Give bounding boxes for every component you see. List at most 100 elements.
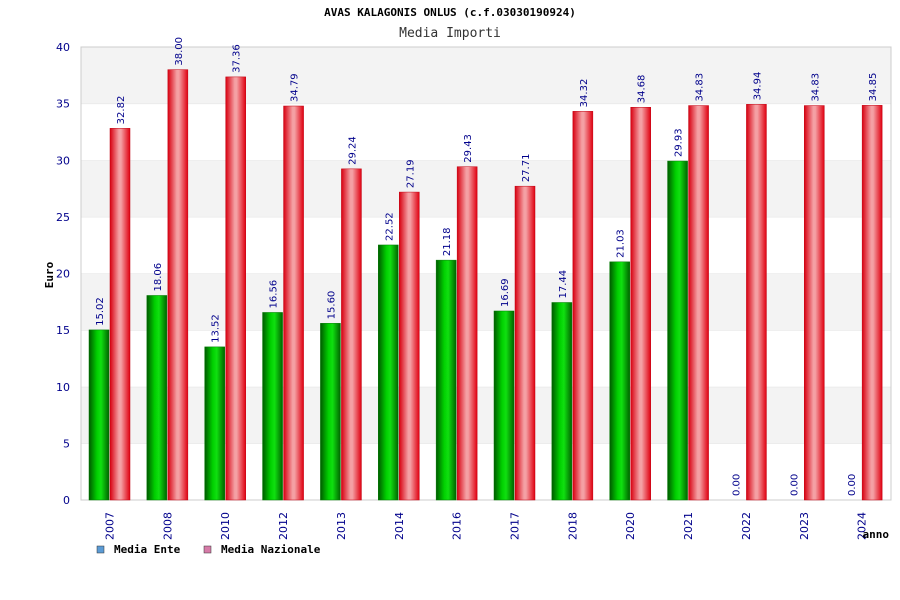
bar-media-ente xyxy=(667,160,688,501)
y-axis-ticks: 0 5 10 15 20 25 30 35 40 xyxy=(56,41,70,507)
x-tick-label: 2020 xyxy=(624,512,637,540)
data-label: 37.36 xyxy=(232,44,243,73)
x-tick-label: 2016 xyxy=(451,512,464,540)
bar-media-nazionale xyxy=(688,105,709,501)
bar-media-nazionale xyxy=(167,69,189,501)
y-tick-label: 20 xyxy=(56,268,70,281)
x-tick-label: 2018 xyxy=(566,512,579,540)
bar-media-ente xyxy=(204,346,225,501)
bar-media-nazionale xyxy=(225,76,246,501)
x-tick-label: 2014 xyxy=(393,512,406,540)
bar-media-nazionale xyxy=(572,111,594,501)
y-tick-label: 40 xyxy=(56,41,70,54)
grid-band xyxy=(81,443,891,500)
data-label: 34.68 xyxy=(637,75,648,104)
x-tick-label: 2022 xyxy=(740,512,753,540)
x-tick-label: 2012 xyxy=(277,512,290,540)
legend-swatch-media-ente xyxy=(96,545,105,554)
bar-media-ente xyxy=(146,295,168,501)
data-label: 17.44 xyxy=(558,270,569,299)
data-label: 0.00 xyxy=(789,474,800,496)
data-label: 34.32 xyxy=(579,79,590,108)
data-label: 32.82 xyxy=(116,96,127,125)
y-axis-label: Euro xyxy=(43,261,56,288)
x-tick-label: 2010 xyxy=(219,512,232,540)
data-label: 16.56 xyxy=(269,280,280,309)
bar-media-nazionale xyxy=(109,128,131,501)
y-tick-label: 15 xyxy=(56,324,70,337)
bar-media-nazionale xyxy=(514,185,536,501)
grid-band xyxy=(81,160,891,217)
data-label: 0.00 xyxy=(731,474,742,496)
data-label: 34.83 xyxy=(695,73,706,102)
bar-media-nazionale xyxy=(804,105,825,501)
bar-media-ente xyxy=(88,329,110,501)
legend-label-media-ente: Media Ente xyxy=(114,543,181,556)
data-labels: 15.02 32.82 18.06 38.00 13.52 37.36 16.56 34.79… xyxy=(95,37,879,496)
bar-media-ente xyxy=(493,310,515,501)
data-label: 15.02 xyxy=(95,297,106,326)
legend: Media Ente Media Nazionale xyxy=(96,543,321,556)
bar-media-ente xyxy=(262,312,283,501)
y-tick-label: 10 xyxy=(56,381,70,394)
data-label: 0.00 xyxy=(847,474,858,496)
bar-media-nazionale xyxy=(283,105,304,501)
chart-title: AVAS KALAGONIS ONLUS (c.f.03030190924) xyxy=(324,6,576,19)
grid-bands xyxy=(81,46,891,500)
data-label: 18.06 xyxy=(153,263,164,292)
grid-band xyxy=(81,103,891,161)
legend-label-media-nazionale: Media Nazionale xyxy=(221,543,321,556)
bar-media-ente xyxy=(609,261,630,501)
data-label: 34.83 xyxy=(810,73,821,102)
grid-band xyxy=(81,47,891,104)
data-label: 27.71 xyxy=(521,154,532,183)
bar-media-nazionale xyxy=(630,106,651,501)
bar-media-nazionale xyxy=(456,166,478,501)
grid-band xyxy=(81,386,891,444)
y-tick-label: 30 xyxy=(56,154,70,167)
grid-band xyxy=(81,273,891,331)
x-tick-label: 2007 xyxy=(104,512,117,540)
grid-band xyxy=(81,216,891,274)
legend-swatch-media-nazionale xyxy=(203,545,212,554)
data-label: 34.79 xyxy=(290,73,301,102)
grid-band xyxy=(81,330,891,387)
chart-subtitle: Media Importi xyxy=(399,26,501,41)
data-label: 27.19 xyxy=(405,159,416,188)
bars xyxy=(88,69,883,501)
data-label: 34.94 xyxy=(752,72,763,101)
bar-media-nazionale xyxy=(399,191,420,501)
x-tick-label: 2023 xyxy=(798,512,811,540)
x-tick-label: 2017 xyxy=(509,512,522,540)
data-label: 38.00 xyxy=(174,37,185,66)
y-tick-label: 0 xyxy=(63,494,70,507)
x-axis-ticks: 2007 2008 2010 2012 2013 2014 2016 2017 2018 2020… xyxy=(104,512,869,540)
y-tick-label: 25 xyxy=(56,211,70,224)
bar-media-ente xyxy=(378,244,399,501)
data-label: 15.60 xyxy=(326,291,337,320)
x-tick-label: 2021 xyxy=(682,512,695,540)
data-label: 16.69 xyxy=(500,278,511,307)
y-tick-label: 5 xyxy=(63,437,70,450)
data-label: 29.43 xyxy=(463,134,474,163)
data-label: 21.18 xyxy=(442,227,453,256)
x-axis-label: anno xyxy=(863,528,890,541)
x-tick-label: 2024 xyxy=(856,512,869,540)
bar-media-nazionale xyxy=(341,168,362,501)
data-label: 34.85 xyxy=(868,73,879,102)
bar-media-ente xyxy=(551,302,573,501)
plot-frame xyxy=(80,46,892,501)
data-label: 21.03 xyxy=(616,229,627,258)
bar-media-ente xyxy=(320,323,341,501)
data-label: 13.52 xyxy=(211,314,222,343)
x-tick-label: 2008 xyxy=(161,512,174,540)
y-tick-label: 35 xyxy=(56,98,70,111)
data-label: 29.24 xyxy=(347,136,358,165)
bar-media-ente xyxy=(435,259,457,501)
bar-media-nazionale xyxy=(861,105,883,501)
bar-media-nazionale xyxy=(746,104,767,501)
data-label: 22.52 xyxy=(384,212,395,241)
x-tick-label: 2013 xyxy=(335,512,348,540)
data-label: 29.93 xyxy=(674,128,685,157)
